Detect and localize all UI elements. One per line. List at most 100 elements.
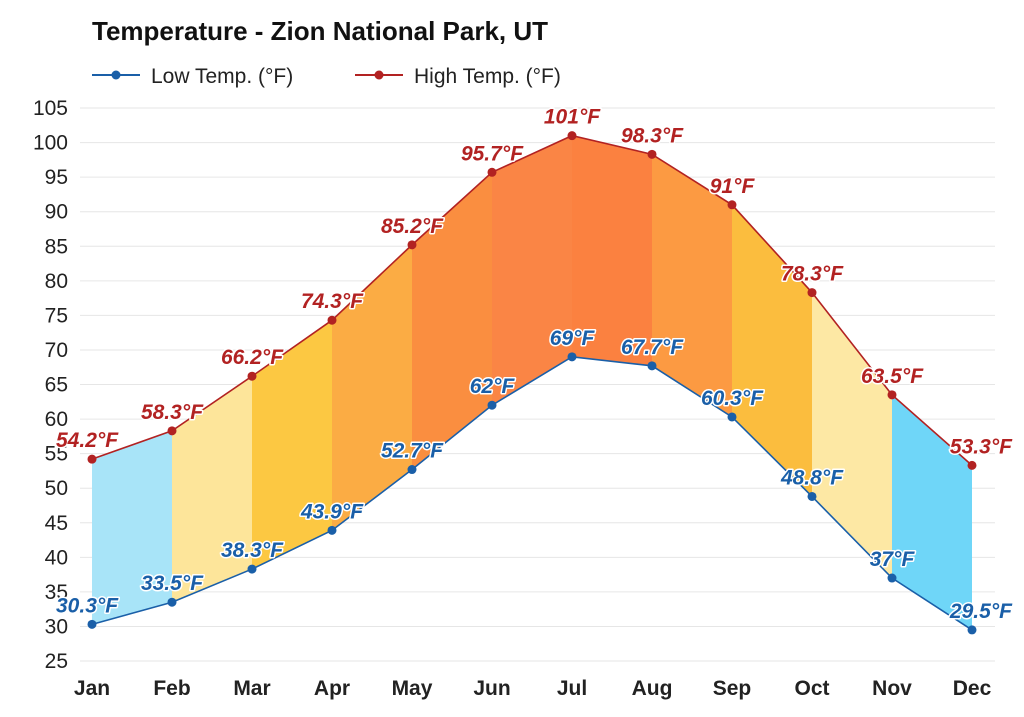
legend-high-marker [374, 70, 384, 80]
high-point-jun [487, 167, 497, 177]
legend: Low Temp. (°F) High Temp. (°F) [92, 65, 561, 88]
low-label-sep: 60.3°F [701, 387, 764, 410]
low-point-sep [727, 412, 737, 422]
y-tick-label-90: 90 [45, 201, 68, 224]
data-labels: 30.3°F 33.5°F 38.3°F 43.9°F 52.7°F 62°F 69°F 67… [55, 104, 1015, 624]
y-tick-label-95: 95 [45, 166, 68, 189]
high-point-jul [567, 131, 577, 141]
high-label-feb: 58.3°F [141, 401, 204, 424]
series-lines [91, 134, 973, 631]
high-label-dec: 53.3°F [950, 435, 1013, 458]
range-segment-nov [892, 394, 972, 630]
x-tick-label-nov: Nov [872, 677, 912, 700]
high-label-jul: 101°F [544, 106, 601, 129]
high-point-oct [807, 288, 817, 298]
low-point-dec [967, 625, 977, 635]
y-tick-label-55: 55 [45, 443, 68, 466]
data-points [87, 131, 977, 635]
high-point-sep [727, 200, 737, 210]
legend-item-high[interactable]: High Temp. (°F) [355, 65, 561, 88]
low-label-jun: 62°F [470, 375, 516, 398]
y-tick-label-105: 105 [33, 97, 68, 120]
x-tick-label-jan: Jan [74, 677, 110, 700]
high-point-mar [247, 371, 257, 381]
y-tick-label-85: 85 [45, 235, 68, 258]
y-tick-label-100: 100 [33, 132, 68, 155]
low-label-aug: 67.7°F [621, 336, 684, 359]
low-point-jul [567, 352, 577, 362]
y-tick-label-30: 30 [45, 615, 68, 638]
y-tick-label-75: 75 [45, 304, 68, 327]
range-segment-jun [492, 135, 572, 406]
high-point-jan [87, 454, 97, 464]
y-tick-label-50: 50 [45, 477, 68, 500]
low-point-aug [647, 361, 657, 371]
low-point-oct [807, 491, 817, 501]
high-point-aug [647, 149, 657, 159]
x-tick-label-jul: Jul [557, 677, 587, 700]
high-point-apr [327, 315, 337, 325]
range-segment-aug [652, 154, 732, 417]
x-tick-label-apr: Apr [314, 677, 350, 700]
x-tick-label-dec: Dec [953, 677, 992, 700]
low-label-dec: 29.5°F [949, 600, 1013, 623]
range-segment-oct [812, 292, 892, 579]
x-tick-label-sep: Sep [713, 677, 752, 700]
x-tick-label-mar: Mar [233, 677, 270, 700]
high-point-feb [167, 426, 177, 436]
high-label-nov: 63.5°F [861, 365, 924, 388]
chart-title: Temperature - Zion National Park, UT [92, 16, 548, 46]
x-tick-label-may: May [392, 677, 433, 700]
y-tick-label-65: 65 [45, 374, 68, 397]
range-segment-jul [572, 135, 652, 366]
low-label-may: 52.7°F [381, 440, 444, 463]
low-point-apr [327, 525, 337, 535]
low-label-jul: 69°F [550, 327, 596, 350]
range-segment-may [412, 172, 492, 470]
low-point-nov [887, 573, 897, 583]
range-fill-segments [92, 135, 972, 630]
x-axis: Jan Feb Mar Apr May Jun Jul Aug Sep Oct Nov Dec [74, 677, 992, 700]
low-label-oct: 48.8°F [780, 466, 844, 489]
range-segment-apr [332, 244, 412, 531]
range-segment-sep [732, 204, 812, 497]
y-tick-label-25: 25 [45, 650, 68, 673]
low-point-feb [167, 597, 177, 607]
high-label-mar: 66.2°F [221, 346, 284, 369]
low-label-feb: 33.5°F [141, 572, 204, 595]
low-label-jan: 30.3°F [56, 594, 119, 617]
low-point-jun [487, 400, 497, 410]
x-tick-label-oct: Oct [794, 677, 829, 700]
high-label-apr: 74.3°F [301, 290, 364, 313]
y-tick-label-45: 45 [45, 512, 68, 535]
x-tick-label-aug: Aug [632, 677, 673, 700]
y-tick-label-35: 35 [45, 581, 68, 604]
range-segment-mar [252, 320, 332, 570]
legend-item-low[interactable]: Low Temp. (°F) [92, 65, 293, 88]
low-label-mar: 38.3°F [221, 539, 284, 562]
high-point-may [407, 240, 417, 250]
legend-low-marker [111, 70, 121, 80]
low-point-may [407, 465, 417, 475]
legend-low-label: Low Temp. (°F) [151, 65, 293, 88]
low-point-jan [87, 619, 97, 629]
high-label-may: 85.2°F [381, 215, 444, 238]
y-tick-label-60: 60 [45, 408, 68, 431]
legend-high-label: High Temp. (°F) [414, 65, 561, 88]
high-label-aug: 98.3°F [621, 124, 684, 147]
x-tick-label-jun: Jun [473, 677, 510, 700]
high-point-dec [967, 460, 977, 470]
high-point-nov [887, 390, 897, 400]
range-segment-feb [172, 376, 252, 603]
range-segment-jan [92, 430, 172, 625]
low-temp-line [91, 356, 973, 631]
y-tick-label-80: 80 [45, 270, 68, 293]
low-label-apr: 43.9°F [300, 500, 364, 523]
y-tick-label-40: 40 [45, 546, 68, 569]
high-label-sep: 91°F [710, 175, 756, 198]
y-axis: 25 30 35 40 45 50 55 60 65 70 75 80 85 90 95 100 105 [33, 97, 68, 673]
low-point-mar [247, 564, 257, 574]
high-temp-line [91, 134, 973, 466]
high-label-oct: 78.3°F [781, 263, 844, 286]
